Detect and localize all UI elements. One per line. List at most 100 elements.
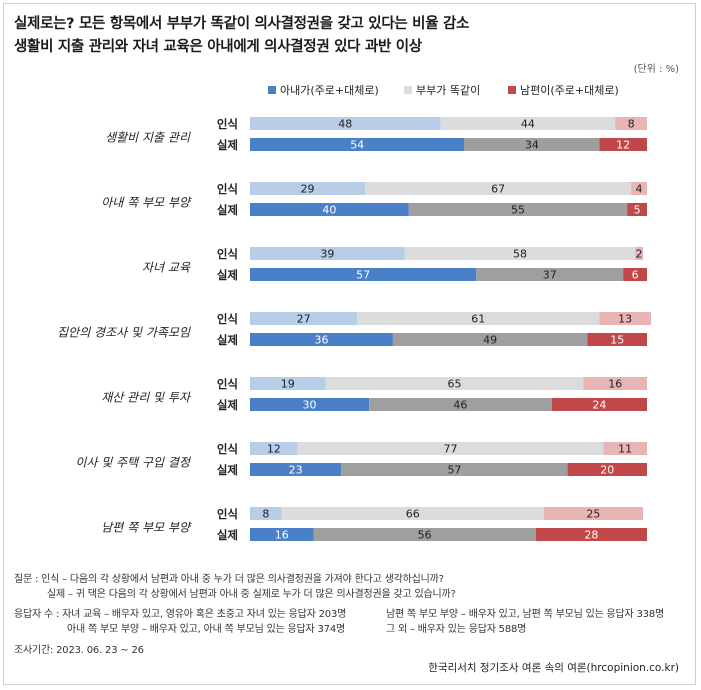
data-label: 40 <box>322 204 336 217</box>
bar-재산-관리-및-투자-reality-wife <box>250 398 370 411</box>
bar-남편-쪽-부모-부양-perception-husband <box>543 507 644 520</box>
bar-집안의-경조사-및-가족모임-reality-equal <box>392 333 588 346</box>
category-label: 생활비 지출 관리 <box>105 131 191 145</box>
bar-자녀-교육-perception-husband <box>635 247 644 260</box>
bar-자녀-교육-reality-wife <box>250 268 477 281</box>
bar-이사-및-주택-구입-결정-reality-husband <box>567 463 647 476</box>
data-label: 44 <box>521 118 535 131</box>
bar-생활비-지출-관리-perception-wife <box>250 117 441 130</box>
bar-생활비-지출-관리-perception-equal <box>440 117 616 130</box>
chart-subtitle: 생활비 지출 관리와 자녀 교육은 아내에게 의사결정권 있다 과반 이상 <box>14 39 422 55</box>
footer-period: 조사기간: 2023. 06. 23 ~ 26 <box>14 645 144 656</box>
data-label: 65 <box>447 378 461 391</box>
legend-swatch-husband <box>508 86 516 94</box>
data-label: 66 <box>406 508 420 521</box>
data-label: 48 <box>338 118 352 131</box>
bar-집안의-경조사-및-가족모임-perception-husband <box>599 312 651 325</box>
category-label: 아내 쪽 부모 부양 <box>101 196 192 210</box>
legend-item-wife: 아내가(주로+대체로) <box>268 82 379 98</box>
bar-생활비-지출-관리-reality-equal <box>464 138 600 151</box>
category-label: 재산 관리 및 투자 <box>101 391 192 405</box>
data-label: 12 <box>616 139 630 152</box>
row-label-perception: 인식 <box>217 442 238 456</box>
category-label: 집안의 경조사 및 가족모임 <box>57 326 191 340</box>
bar-재산-관리-및-투자-perception-wife <box>250 377 326 390</box>
bar-아내-쪽-부모-부양-perception-husband <box>631 182 647 195</box>
row-label-reality: 실제 <box>217 398 238 412</box>
source-credit: 한국리서치 정기조사 여론 속의 여론(hrcopinion.co.kr) <box>428 662 679 674</box>
bar-집안의-경조사-및-가족모임-perception-equal <box>357 312 600 325</box>
row-label-reality: 실제 <box>217 463 238 477</box>
data-label: 2 <box>636 248 643 261</box>
data-label: 25 <box>586 508 600 521</box>
data-label: 49 <box>483 334 497 347</box>
legend-swatch-equal <box>404 86 412 94</box>
bar-아내-쪽-부모-부양-reality-husband <box>627 203 647 216</box>
bar-생활비-지출-관리-reality-wife <box>250 138 465 151</box>
bar-재산-관리-및-투자-reality-equal <box>369 398 552 411</box>
chart-title: 실제로는? 모든 항목에서 부부가 똑같이 의사결정권을 갖고 있다는 비율 감… <box>14 16 470 32</box>
bar-집안의-경조사-및-가족모임-perception-wife <box>250 312 358 325</box>
data-label: 13 <box>618 313 632 326</box>
data-label: 23 <box>289 464 303 477</box>
row-label-reality: 실제 <box>217 333 238 347</box>
bar-남편-쪽-부모-부양-perception-wife <box>250 507 282 520</box>
data-label: 67 <box>491 183 505 196</box>
chart-frame <box>3 3 696 685</box>
row-label-reality: 실제 <box>217 138 238 152</box>
data-label: 57 <box>447 464 461 477</box>
category-label: 자녀 교육 <box>142 261 191 275</box>
legend-label-husband: 남편이(주로+대체로) <box>520 84 619 97</box>
row-label-perception: 인식 <box>217 247 238 261</box>
data-label: 57 <box>356 269 370 282</box>
legend-label-wife: 아내가(주로+대체로) <box>280 84 379 97</box>
row-label-reality: 실제 <box>217 268 238 282</box>
data-label: 16 <box>608 378 622 391</box>
bar-재산-관리-및-투자-perception-equal <box>325 377 584 390</box>
bar-아내-쪽-부모-부양-perception-equal <box>365 182 632 195</box>
bar-자녀-교육-reality-husband <box>623 268 647 281</box>
data-label: 29 <box>301 183 315 196</box>
row-label-perception: 인식 <box>217 312 238 326</box>
data-label: 27 <box>297 313 311 326</box>
data-label: 58 <box>513 248 527 261</box>
bar-집안의-경조사-및-가족모임-reality-wife <box>250 333 393 346</box>
bar-자녀-교육-reality-equal <box>476 268 624 281</box>
bar-생활비-지출-관리-perception-husband <box>615 117 647 130</box>
bar-재산-관리-및-투자-reality-husband <box>551 398 647 411</box>
footer-respondents-1: 응답자 수 : 자녀 교육 – 배우자 있고, 영유아 혹은 초중고 자녀 있는… <box>14 609 347 620</box>
bar-남편-쪽-부모-부양-reality-equal <box>313 528 536 541</box>
bar-남편-쪽-부모-부양-reality-husband <box>535 528 647 541</box>
bar-아내-쪽-부모-부양-reality-wife <box>250 203 409 216</box>
bar-생활비-지출-관리-reality-husband <box>599 138 647 151</box>
data-label: 4 <box>636 183 643 196</box>
footer-respondents-4: 그 외 – 배우자 있는 응답자 588명 <box>386 624 527 635</box>
data-label: 54 <box>350 139 364 152</box>
row-label-perception: 인식 <box>217 117 238 131</box>
data-label: 6 <box>632 269 639 282</box>
data-label: 24 <box>592 399 606 412</box>
data-label: 16 <box>275 529 289 542</box>
bar-자녀-교육-perception-wife <box>250 247 405 260</box>
category-label: 남편 쪽 부모 부양 <box>101 521 192 535</box>
data-label: 37 <box>543 269 557 282</box>
footer-question-reality: 실제 – 귀 댁은 다음의 각 상황에서 남편과 아내 중 실제로 누가 더 많… <box>47 589 456 600</box>
bar-남편-쪽-부모-부양-reality-wife <box>250 528 314 541</box>
data-label: 46 <box>453 399 467 412</box>
bar-이사-및-주택-구입-결정-perception-wife <box>250 442 298 455</box>
row-label-perception: 인식 <box>217 377 238 391</box>
data-label: 11 <box>618 443 632 456</box>
unit-label: (단위 : %) <box>633 64 679 75</box>
data-label: 20 <box>600 464 614 477</box>
bar-남편-쪽-부모-부양-perception-equal <box>281 507 544 520</box>
bar-이사-및-주택-구입-결정-reality-equal <box>341 463 568 476</box>
legend: 아내가(주로+대체로) 부부가 똑같이 남편이(주로+대체로) <box>0 80 701 98</box>
bar-이사-및-주택-구입-결정-perception-equal <box>297 442 604 455</box>
category-label: 이사 및 주택 구입 결정 <box>75 456 192 470</box>
row-label-perception: 인식 <box>217 507 238 521</box>
data-label: 61 <box>471 313 485 326</box>
legend-item-equal: 부부가 똑같이 <box>404 82 480 98</box>
footer-question-perception: 질문 : 인식 – 다음의 각 상황에서 남편과 아내 중 누가 더 많은 의사… <box>14 574 444 585</box>
row-label-perception: 인식 <box>217 182 238 196</box>
